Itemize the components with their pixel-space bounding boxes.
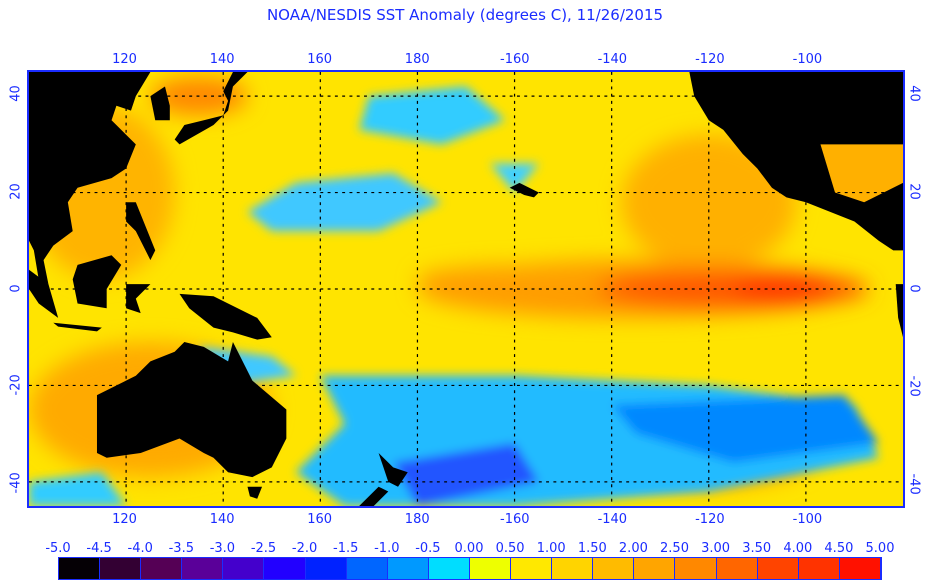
lon-tick-label: -120	[695, 512, 725, 527]
colorbar-label: 1.50	[577, 541, 607, 556]
lat-tick-label: -40	[906, 473, 922, 495]
gulf-of-mexico	[820, 144, 903, 203]
lon-tick-label: -160	[500, 512, 530, 527]
land-masses	[29, 72, 903, 506]
colorbar-label: 4.00	[783, 541, 813, 556]
cool-anomalies	[29, 86, 879, 506]
south-america	[895, 284, 903, 338]
colorbar-label: -1.0	[374, 541, 400, 556]
colorbar-label: -2.5	[250, 541, 277, 556]
colorbar-label: -3.0	[209, 541, 236, 556]
colorbar	[58, 557, 882, 580]
lat-tick-label: 40	[8, 85, 24, 103]
colorbar-label: 1.00	[536, 541, 566, 556]
colorbar-bin	[839, 558, 881, 579]
japan	[174, 72, 248, 145]
new-zealand	[359, 452, 408, 506]
colorbar-bin	[59, 558, 101, 579]
lon-tick-label: 140	[209, 52, 235, 67]
colorbar-label: -5.0	[45, 541, 71, 556]
asia	[29, 72, 151, 285]
colorbar-label: -0.5	[415, 541, 441, 556]
colorbar-label: 4.50	[824, 541, 854, 556]
colorbar-label: 2.00	[618, 541, 648, 556]
sulawesi	[126, 284, 151, 314]
lat-tick-label: 20	[8, 182, 24, 200]
colorbar-label: -1.5	[333, 541, 359, 556]
lon-tick-label: -100	[792, 52, 823, 67]
colorbar-bin	[675, 558, 717, 579]
colorbar-label: -4.5	[86, 541, 112, 556]
colorbar-bin	[469, 558, 512, 579]
colorbar-bin	[387, 558, 429, 579]
colorbar-bin	[100, 558, 142, 579]
lon-tick-label: -160	[500, 52, 530, 67]
colorbar-bin	[634, 558, 676, 579]
colorbar-label: 3.50	[742, 541, 772, 556]
lat-tick-label: 0	[906, 284, 922, 293]
north-america	[689, 72, 903, 251]
colorbar-bin	[223, 558, 265, 579]
lon-tick-label: 140	[209, 512, 235, 527]
lon-tick-label: -120	[695, 52, 725, 67]
lon-tick-label: 120	[112, 52, 137, 67]
colorbar-bin	[552, 558, 594, 579]
lat-tick-label: -20	[8, 374, 24, 396]
colorbar-label: 2.50	[660, 541, 689, 556]
lon-tick-label: 180	[404, 52, 430, 67]
lon-tick-label: -100	[792, 512, 823, 527]
colorbar-label: 0.00	[454, 541, 484, 556]
lon-tick-label: 160	[307, 512, 333, 527]
lon-tick-label: -140	[597, 52, 628, 67]
new-guinea	[179, 293, 272, 340]
hawaii	[509, 182, 539, 198]
colorbar-label: -4.0	[127, 541, 153, 556]
sumatra	[29, 269, 59, 318]
colorbar-bin	[182, 558, 224, 579]
colorbar-bin	[264, 558, 306, 579]
lat-tick-label: 40	[906, 85, 922, 103]
colorbar-bin	[716, 558, 758, 579]
colorbar-label: -2.0	[291, 541, 318, 556]
colorbar-bin	[428, 558, 470, 579]
lat-tick-label: 20	[906, 182, 922, 200]
colorbar-bin	[798, 558, 840, 579]
colorbar-bin	[511, 558, 553, 579]
korea	[150, 86, 170, 121]
java	[53, 322, 102, 332]
colorbar-bin	[305, 558, 347, 579]
colorbar-label: 3.00	[701, 541, 731, 556]
colorbar-bin	[141, 558, 183, 579]
colorbar-bin	[593, 558, 635, 579]
tasmania	[247, 486, 263, 499]
sst-anomaly-map	[27, 70, 905, 508]
australia	[96, 342, 287, 478]
colorbar-bin	[346, 558, 388, 579]
lat-tick-label: -20	[906, 375, 922, 398]
lat-tick-label: -40	[8, 471, 24, 494]
lon-tick-label: 180	[404, 512, 430, 527]
colorbar-label: -3.5	[168, 541, 194, 556]
lat-tick-label: 0	[8, 284, 24, 293]
lon-tick-label: 160	[307, 52, 333, 67]
philippines	[126, 202, 156, 261]
colorbar-bin	[757, 558, 799, 579]
lon-tick-label: 120	[112, 512, 137, 527]
colorbar-label: 5.00	[865, 541, 895, 556]
colorbar-label: 0.50	[495, 541, 525, 556]
map-title: NOAA/NESDIS SST Anomaly (degrees C), 11/…	[266, 6, 664, 24]
lon-tick-label: -140	[597, 512, 628, 527]
borneo	[72, 255, 122, 309]
